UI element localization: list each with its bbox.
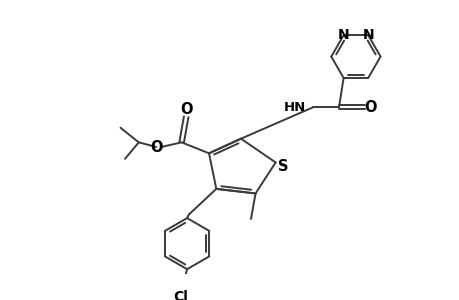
Text: O: O	[179, 102, 192, 117]
Text: HN: HN	[283, 100, 306, 114]
Text: S: S	[277, 159, 287, 174]
Text: N: N	[362, 28, 373, 42]
Text: O: O	[364, 100, 376, 115]
Text: N: N	[337, 28, 349, 42]
Text: O: O	[150, 140, 162, 155]
Text: Cl: Cl	[173, 290, 188, 300]
